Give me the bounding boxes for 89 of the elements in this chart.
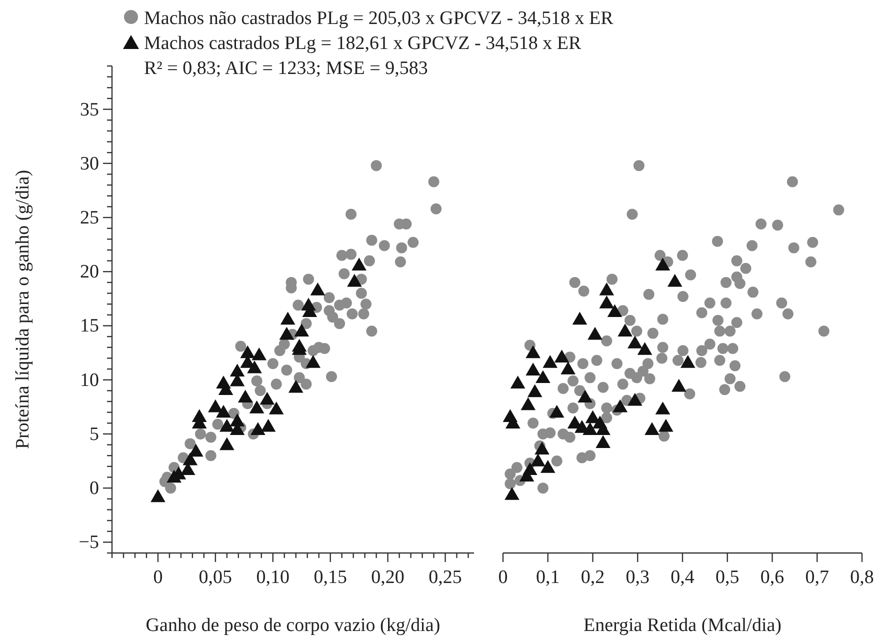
point (542, 355, 558, 368)
point (220, 437, 234, 450)
point (522, 462, 538, 476)
y-tick-label: 30 (80, 153, 99, 174)
point (268, 402, 284, 414)
annotation: R² = 0,83; AIC = 1233; MSE = 9,583 (143, 57, 429, 81)
point (230, 364, 245, 377)
x-axis-title: Ganho de peso de corpo vazio (kg/dia) (146, 615, 440, 636)
point (527, 384, 542, 398)
y-tick-label: 0 (90, 478, 99, 500)
point (352, 258, 366, 270)
x-tick-label: 0,8 (850, 567, 874, 588)
legend-label: Machos não castrados PLg = 205,03 x GPCVZ - 34,518 x ER (144, 8, 614, 29)
x-tick-label: 0,2 (580, 567, 605, 588)
point (220, 418, 234, 432)
point (637, 342, 652, 355)
point (599, 296, 614, 308)
point (560, 362, 576, 374)
x-tick-label: 0,7 (805, 567, 829, 588)
x-tick-label: 0,6 (760, 567, 784, 588)
point (578, 390, 593, 403)
point (618, 324, 632, 337)
y-tick-label: 5 (90, 424, 99, 445)
y-tick-label: 35 (80, 99, 99, 120)
point (208, 399, 223, 412)
point (588, 326, 602, 340)
point (288, 380, 304, 393)
x-tick-label: 0 (498, 567, 508, 588)
point (644, 422, 660, 435)
legend-label: Machos castrados PLg = 182,61 x GPCVZ - 34,518 x ER (144, 33, 582, 54)
point (534, 442, 550, 454)
point (182, 452, 198, 466)
x-tick-label: 0 (153, 567, 163, 588)
point (347, 274, 362, 287)
point (572, 312, 588, 325)
point (607, 304, 622, 318)
point (526, 345, 540, 358)
point (549, 404, 564, 418)
x-axis-title: Energia Retida (Mcal/dia) (583, 615, 782, 636)
point (150, 489, 166, 502)
x-tick-label: 0,10 (256, 567, 290, 588)
y-tick-label: 25 (80, 208, 99, 229)
point (250, 422, 266, 435)
x-tick-label: 0,1 (536, 567, 560, 588)
point (306, 355, 321, 368)
point (628, 392, 642, 406)
point (596, 435, 610, 448)
point (658, 418, 674, 432)
x-tick-label: 0,3 (626, 567, 650, 588)
point (260, 392, 275, 405)
x-tick-label: 0,20 (371, 567, 404, 588)
x-tick-label: 0,5 (716, 567, 740, 588)
point (680, 355, 696, 368)
x-tick-label: 0,15 (314, 567, 347, 588)
x-tick-label: 0,25 (428, 567, 462, 588)
point (536, 370, 550, 384)
point (510, 376, 526, 388)
point (520, 397, 536, 410)
y-tick-label: 20 (80, 262, 99, 283)
point (599, 282, 614, 296)
y-tick-label: 10 (80, 370, 99, 391)
y-tick-label: 15 (80, 316, 99, 337)
point (628, 336, 642, 348)
point (667, 274, 682, 287)
y-tick-label: −5 (78, 532, 99, 554)
point (540, 460, 556, 473)
point (310, 282, 326, 296)
point (526, 362, 540, 376)
point (240, 345, 256, 358)
point (582, 422, 598, 435)
point (530, 454, 546, 466)
point (247, 360, 262, 374)
point (504, 487, 520, 500)
x-tick-label: 0,4 (670, 567, 695, 588)
x-tick-label: 0,05 (198, 567, 232, 588)
point (252, 347, 267, 360)
point (279, 326, 294, 340)
point (294, 324, 310, 337)
point (612, 399, 628, 412)
point (249, 400, 264, 414)
point (238, 390, 253, 403)
y-axis-title: Proteína líquida para o ganho (g/dia) (12, 170, 34, 450)
point (672, 378, 686, 392)
point (655, 258, 670, 270)
point (655, 402, 670, 414)
point (280, 312, 296, 325)
point (260, 418, 276, 432)
point (554, 350, 570, 362)
point (216, 404, 231, 418)
